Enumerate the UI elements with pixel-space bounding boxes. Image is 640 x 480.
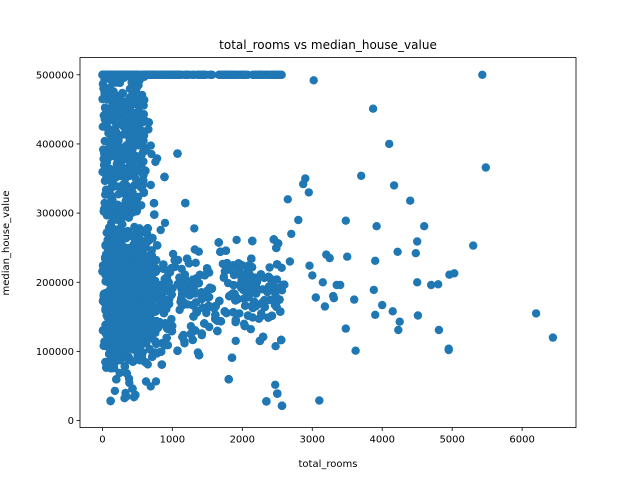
scatter-point (271, 342, 280, 351)
scatter-point (243, 291, 252, 300)
scatter-point (203, 293, 212, 302)
scatter-point (200, 271, 209, 280)
scatter-point (115, 368, 124, 378)
scatter-point (190, 224, 199, 233)
scatter-point (129, 392, 139, 402)
scatter-point (157, 360, 166, 369)
scatter-point (101, 357, 110, 367)
scatter-point (262, 397, 271, 406)
scatter-point (233, 267, 242, 276)
scatter-point (125, 354, 134, 363)
scatter-point (220, 307, 229, 316)
scatter-point (160, 172, 169, 182)
scatter-points (98, 70, 558, 410)
scatter-point (122, 392, 131, 401)
scatter-point (110, 386, 120, 396)
scatter-point (144, 118, 153, 127)
scatter-point (109, 213, 118, 223)
scatter-point (168, 249, 178, 259)
scatter-point (265, 263, 274, 272)
scatter-point (251, 281, 261, 291)
scatter-point (147, 149, 156, 159)
scatter-point (225, 292, 234, 301)
scatter-point (229, 281, 238, 290)
scatter-point (200, 319, 209, 328)
scatter-point (248, 236, 257, 246)
scatter-point (224, 375, 233, 384)
scatter-point (264, 272, 273, 282)
scatter-point (120, 362, 130, 371)
scatter-point (130, 234, 139, 243)
scatter-point (173, 280, 182, 289)
scatter-point (160, 218, 170, 228)
scatter-point (244, 261, 253, 270)
scatter-point (273, 239, 283, 248)
scatter-point (145, 345, 154, 354)
scatter-point (213, 326, 222, 336)
scatter-point (112, 375, 121, 384)
scatter-point (151, 157, 160, 167)
scatter-point (231, 336, 240, 346)
scatter-point (271, 380, 280, 389)
scatter-point (228, 261, 238, 270)
scatter-point (247, 254, 256, 263)
scatter-point (214, 238, 223, 247)
scatter-point (181, 198, 190, 208)
scatter-point (156, 225, 165, 235)
scatter-point (122, 369, 131, 378)
scatter-point (232, 235, 241, 245)
scatter-point (173, 346, 182, 355)
scatter-point (170, 256, 179, 265)
scatter-point (231, 316, 240, 325)
scatter-point (152, 241, 162, 250)
scatter-point (167, 314, 176, 324)
scatter-point (272, 260, 282, 269)
scatter-point (149, 199, 159, 208)
scatter-point (273, 389, 282, 398)
scatter-point (101, 277, 110, 286)
scatter-point (190, 245, 199, 254)
scatter-point (194, 278, 203, 288)
scatter-point (146, 382, 155, 391)
scatter-point (277, 335, 286, 345)
scatter-point (237, 261, 247, 270)
scatter-point (229, 308, 238, 317)
scatter-point (156, 347, 166, 356)
scatter-point (146, 180, 155, 190)
scatter-point (173, 149, 182, 158)
scatter-point (185, 291, 194, 300)
scatter-point (240, 321, 249, 331)
scatter-point (219, 273, 228, 282)
scatter-point (243, 311, 253, 320)
scatter-point (178, 332, 187, 342)
scatter-point (251, 302, 260, 311)
scatter-point (191, 258, 200, 267)
scatter-point (151, 377, 161, 386)
scatter-point (184, 259, 194, 268)
scatter-point (161, 340, 170, 350)
scatter-point (264, 313, 273, 322)
scatter-point (150, 210, 159, 219)
scatter-point (277, 401, 287, 410)
scatter-point (258, 332, 268, 342)
chart-title: total_rooms vs median_house_value (219, 38, 437, 52)
scatter-point (202, 264, 212, 273)
scatter-point (241, 301, 250, 310)
